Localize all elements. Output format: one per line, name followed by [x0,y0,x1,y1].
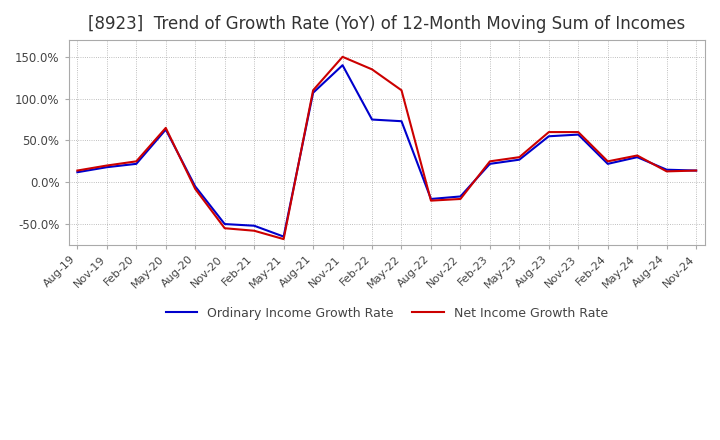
Ordinary Income Growth Rate [574,132,582,137]
Ordinary Income Growth Rate [397,118,406,124]
Ordinary Income Growth Rate [309,90,318,95]
Net Income Growth Rate [574,129,582,135]
Ordinary Income Growth Rate [485,161,494,166]
Ordinary Income Growth Rate [132,161,140,166]
Ordinary Income Growth Rate [279,234,288,239]
Ordinary Income Growth Rate [368,117,377,122]
Net Income Growth Rate [633,153,642,158]
Net Income Growth Rate [603,159,612,164]
Net Income Growth Rate [485,159,494,164]
Net Income Growth Rate [515,154,523,160]
Ordinary Income Growth Rate [692,168,701,173]
Net Income Growth Rate [368,67,377,72]
Net Income Growth Rate [279,236,288,242]
Ordinary Income Growth Rate [662,167,671,172]
Net Income Growth Rate [161,125,170,131]
Ordinary Income Growth Rate [544,134,553,139]
Line: Ordinary Income Growth Rate: Ordinary Income Growth Rate [77,65,696,237]
Net Income Growth Rate [309,88,318,93]
Legend: Ordinary Income Growth Rate, Net Income Growth Rate: Ordinary Income Growth Rate, Net Income … [161,302,613,325]
Net Income Growth Rate [544,129,553,135]
Ordinary Income Growth Rate [603,161,612,166]
Net Income Growth Rate [220,226,229,231]
Ordinary Income Growth Rate [191,184,199,189]
Net Income Growth Rate [102,163,111,168]
Ordinary Income Growth Rate [633,154,642,160]
Ordinary Income Growth Rate [102,165,111,170]
Ordinary Income Growth Rate [456,194,464,199]
Ordinary Income Growth Rate [338,62,347,68]
Net Income Growth Rate [132,159,140,164]
Title: [8923]  Trend of Growth Rate (YoY) of 12-Month Moving Sum of Incomes: [8923] Trend of Growth Rate (YoY) of 12-… [88,15,685,33]
Line: Net Income Growth Rate: Net Income Growth Rate [77,57,696,239]
Ordinary Income Growth Rate [515,157,523,162]
Net Income Growth Rate [338,54,347,59]
Net Income Growth Rate [662,169,671,174]
Ordinary Income Growth Rate [427,196,436,202]
Net Income Growth Rate [73,168,81,173]
Net Income Growth Rate [456,196,464,202]
Ordinary Income Growth Rate [161,127,170,132]
Ordinary Income Growth Rate [220,221,229,227]
Net Income Growth Rate [427,198,436,203]
Ordinary Income Growth Rate [73,169,81,175]
Net Income Growth Rate [397,88,406,93]
Net Income Growth Rate [250,228,258,233]
Net Income Growth Rate [692,168,701,173]
Net Income Growth Rate [191,186,199,191]
Ordinary Income Growth Rate [250,223,258,228]
